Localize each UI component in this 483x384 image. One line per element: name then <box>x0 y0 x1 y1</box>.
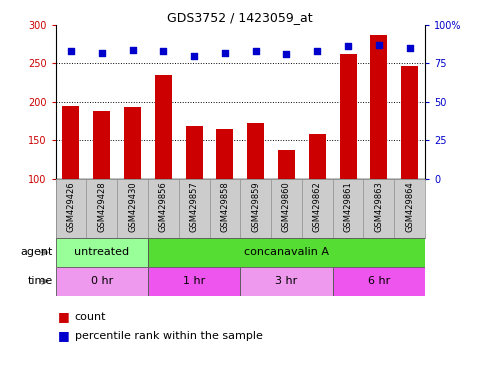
Text: GSM429862: GSM429862 <box>313 182 322 232</box>
Title: GDS3752 / 1423059_at: GDS3752 / 1423059_at <box>168 11 313 24</box>
Bar <box>333 179 364 238</box>
Point <box>67 48 75 54</box>
Text: 0 hr: 0 hr <box>91 276 113 286</box>
Bar <box>340 54 356 179</box>
Text: GSM429428: GSM429428 <box>97 182 106 232</box>
Point <box>344 43 352 50</box>
Point <box>252 48 259 54</box>
Point <box>159 48 167 54</box>
Text: GSM429864: GSM429864 <box>405 182 414 232</box>
Bar <box>148 238 425 267</box>
Text: GSM429856: GSM429856 <box>159 182 168 232</box>
Bar <box>364 179 394 238</box>
Text: agent: agent <box>21 247 53 258</box>
Bar <box>210 179 240 238</box>
Point <box>128 46 136 53</box>
Bar <box>155 75 172 179</box>
Text: GSM429426: GSM429426 <box>67 182 75 232</box>
Point <box>190 53 198 59</box>
Bar <box>333 267 425 296</box>
Bar <box>124 107 141 179</box>
Bar <box>240 179 271 238</box>
Text: count: count <box>75 312 106 322</box>
Bar <box>56 179 86 238</box>
Bar <box>148 267 241 296</box>
Bar <box>247 123 264 179</box>
Bar <box>56 267 148 296</box>
Bar <box>185 126 202 179</box>
Bar <box>56 238 148 267</box>
Bar <box>148 179 179 238</box>
Bar <box>241 267 333 296</box>
Text: concanavalin A: concanavalin A <box>244 247 329 258</box>
Bar <box>370 35 387 179</box>
Bar <box>86 179 117 238</box>
Text: GSM429860: GSM429860 <box>282 182 291 232</box>
Point <box>375 42 383 48</box>
Point <box>313 48 321 54</box>
Bar <box>93 111 110 179</box>
Text: 1 hr: 1 hr <box>183 276 205 286</box>
Text: GSM429430: GSM429430 <box>128 182 137 232</box>
Text: 3 hr: 3 hr <box>275 276 298 286</box>
Text: GSM429859: GSM429859 <box>251 182 260 232</box>
Text: percentile rank within the sample: percentile rank within the sample <box>75 331 263 341</box>
Bar <box>278 150 295 179</box>
Text: time: time <box>28 276 53 286</box>
Bar <box>309 134 326 179</box>
Point <box>406 45 413 51</box>
Bar <box>394 179 425 238</box>
Text: GSM429858: GSM429858 <box>220 182 229 232</box>
Point <box>98 50 106 56</box>
Text: untreated: untreated <box>74 247 129 258</box>
Bar <box>401 66 418 179</box>
Text: GSM429863: GSM429863 <box>374 182 384 232</box>
Text: ■: ■ <box>58 329 70 343</box>
Text: GSM429857: GSM429857 <box>190 182 199 232</box>
Point <box>221 50 229 56</box>
Text: GSM429861: GSM429861 <box>343 182 353 232</box>
Bar <box>216 129 233 179</box>
Bar <box>271 179 302 238</box>
Bar <box>179 179 210 238</box>
Bar <box>117 179 148 238</box>
Bar <box>302 179 333 238</box>
Point <box>283 51 290 57</box>
Text: ■: ■ <box>58 310 70 323</box>
Text: 6 hr: 6 hr <box>368 276 390 286</box>
Bar <box>62 106 79 179</box>
